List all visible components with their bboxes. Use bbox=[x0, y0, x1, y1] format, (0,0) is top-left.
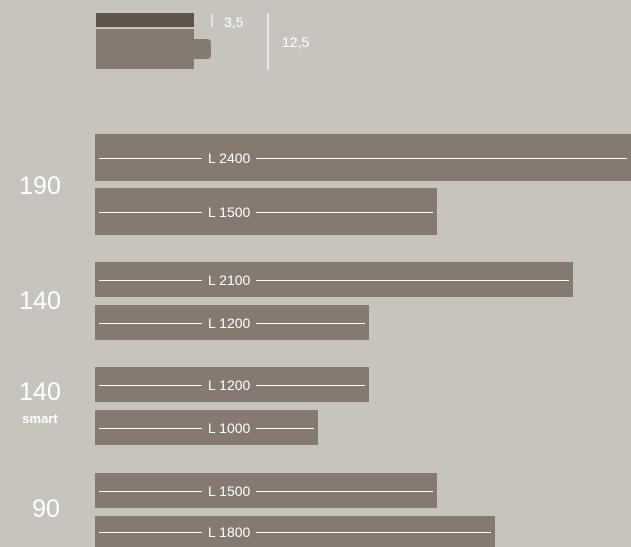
plank-length-label: L 2400 bbox=[202, 149, 257, 166]
plank-length-label: L 1800 bbox=[202, 523, 257, 540]
plank-length-label: L 1500 bbox=[202, 482, 257, 499]
plank-line bbox=[99, 279, 569, 281]
plank-line bbox=[99, 531, 491, 533]
plank-140-smart-l1000: L 1000 bbox=[95, 410, 318, 445]
plank-line bbox=[99, 211, 433, 213]
plank-140-smart-l1200: L 1200 bbox=[95, 367, 369, 402]
plank-length-label: L 1200 bbox=[202, 376, 257, 393]
plank-190-l2400: L 2400 bbox=[95, 134, 631, 181]
width-label-190: 190 bbox=[19, 172, 61, 200]
plank-90-l1800: L 1800 bbox=[95, 516, 495, 547]
width-sublabel-smart: smart bbox=[22, 411, 58, 426]
profile-cross-section bbox=[96, 13, 269, 70]
plank-line bbox=[99, 157, 627, 159]
plank-line bbox=[99, 490, 433, 492]
plank-length-label: L 1000 bbox=[202, 419, 257, 436]
plank-length-label: L 2100 bbox=[202, 271, 257, 288]
top-thickness-label: 3,5 bbox=[224, 14, 244, 30]
plank-190-l1500: L 1500 bbox=[95, 188, 437, 235]
profile-top-layer bbox=[96, 13, 194, 27]
plank-140-l2100: L 2100 bbox=[95, 262, 573, 297]
profile-body bbox=[96, 29, 211, 69]
plank-140-l1200: L 1200 bbox=[95, 305, 369, 340]
width-label-140-smart: 140 bbox=[19, 378, 61, 406]
plank-length-label: L 1500 bbox=[202, 203, 257, 220]
plank-90-l1500: L 1500 bbox=[95, 473, 437, 508]
width-label-90: 90 bbox=[32, 495, 60, 523]
plank-length-label: L 1200 bbox=[202, 314, 257, 331]
total-thickness-label: 12,5 bbox=[282, 34, 310, 50]
width-label-140: 140 bbox=[19, 287, 61, 315]
